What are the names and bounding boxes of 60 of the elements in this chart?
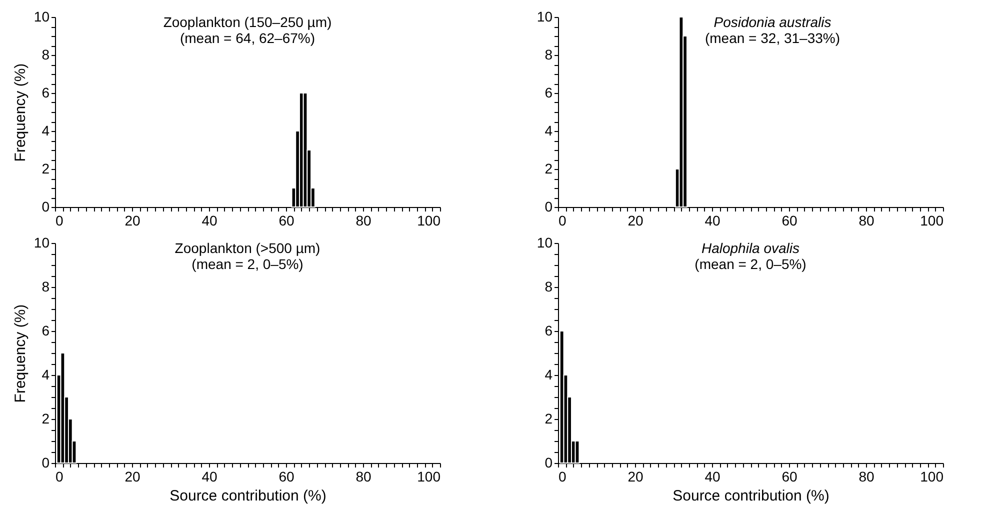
x-tick-label: 100 (920, 468, 944, 484)
x-tick-label: 100 (417, 212, 441, 228)
text: (mean = 64, 62–67%) (180, 30, 316, 46)
x-tick-label: 0 (558, 468, 566, 484)
y-tick-label: 10 (34, 234, 50, 250)
x-tick-label: 60 (782, 212, 798, 228)
y-tick-label: 4 (42, 366, 50, 382)
x-tick-label: 100 (417, 468, 441, 484)
y-tick-label: 0 (42, 198, 50, 214)
chart-title: Zooplankton (150–250 µm) (163, 14, 332, 30)
x-tick-label: 0 (558, 212, 566, 228)
x-tick-label: 80 (356, 468, 372, 484)
y-tick-label: 6 (544, 84, 553, 100)
y-tick-label: 2 (544, 410, 553, 426)
y-tick-label: 10 (34, 8, 50, 24)
y-axis-title: Frequency (%) (12, 63, 29, 162)
chart-title: Zooplankton (>500 µm) (174, 240, 320, 256)
y-tick-label: 6 (42, 84, 50, 100)
y-tick-label: 2 (42, 160, 50, 176)
text: (mean = 2, 0–5%) (694, 256, 806, 272)
x-tick-label: 20 (124, 212, 140, 228)
x-tick-label: 100 (920, 212, 944, 228)
x-tick-label: 60 (278, 468, 294, 484)
x-tick-label: 20 (124, 468, 140, 484)
x-tick-label: 60 (278, 212, 294, 228)
y-tick-label: 6 (544, 322, 553, 338)
y-tick-label: 4 (544, 122, 553, 138)
x-tick-label: 0 (56, 468, 64, 484)
y-tick-label: 8 (42, 278, 50, 294)
x-tick-label: 40 (202, 212, 218, 228)
chart-title: Posidonia australis (714, 14, 832, 30)
x-tick-label: 80 (356, 212, 372, 228)
x-tick-label: 60 (782, 468, 798, 484)
y-tick-label: 4 (544, 366, 553, 382)
x-axis-title: Source contribution (%) (170, 488, 326, 504)
x-axis-title: Source contribution (%) (672, 488, 830, 504)
y-axis-title: Frequency (%) (12, 304, 29, 403)
x-tick-label: 0 (56, 212, 64, 228)
y-tick-label: 4 (42, 122, 50, 138)
y-tick-label: 8 (42, 46, 50, 62)
y-tick-label: 0 (544, 454, 553, 470)
y-tick-label: 2 (544, 160, 553, 176)
y-tick-label: 10 (536, 234, 553, 250)
y-tick-label: 10 (536, 8, 553, 24)
x-tick-label: 80 (858, 468, 874, 484)
text: (mean = 32, 31–33%) (704, 30, 840, 46)
y-tick-label: 6 (42, 322, 50, 338)
x-tick-label: 80 (858, 212, 874, 228)
x-tick-label: 20 (628, 212, 644, 228)
text: (mean = 2, 0–5%) (192, 256, 304, 272)
x-tick-label: 40 (202, 468, 218, 484)
y-tick-label: 0 (42, 454, 50, 470)
y-tick-label: 0 (544, 198, 553, 214)
x-tick-label: 40 (704, 468, 720, 484)
y-tick-label: 2 (42, 410, 50, 426)
y-tick-label: 8 (544, 46, 553, 62)
y-tick-label: 8 (544, 278, 553, 294)
x-tick-label: 40 (704, 212, 720, 228)
chart-title: Halophila ovalis (701, 240, 800, 256)
x-tick-label: 20 (628, 468, 644, 484)
